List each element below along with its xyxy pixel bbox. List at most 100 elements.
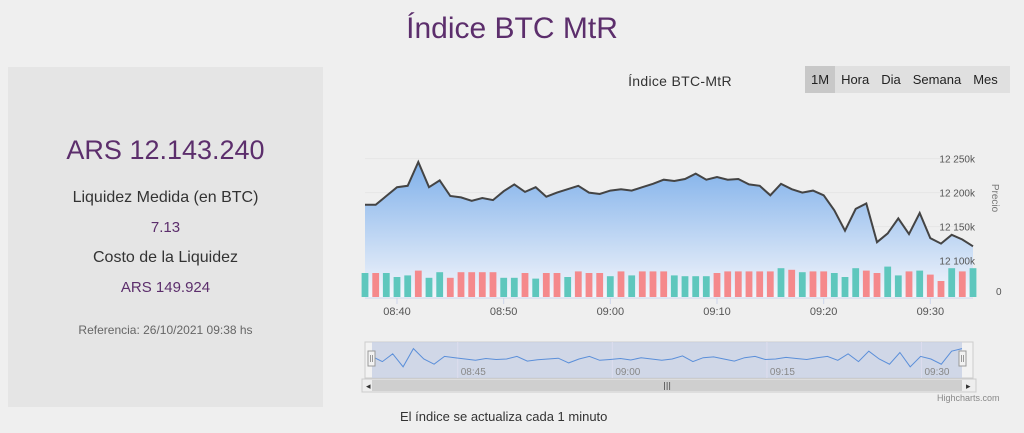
volume-bar <box>532 278 540 297</box>
x-tick-label: 09:10 <box>703 306 731 318</box>
range-button-1m[interactable]: 1M <box>805 66 836 93</box>
volume-bar <box>510 277 518 297</box>
volume-bar <box>521 273 529 297</box>
navigator[interactable]: 08:45 09:00 09:15 09:30 <box>364 341 974 379</box>
navigator-handle-right[interactable] <box>958 350 967 367</box>
volume-bar <box>852 268 860 297</box>
y-axis-title: Precio <box>989 184 1000 213</box>
navigator-tick-label: 08:45 <box>461 367 486 378</box>
volume-bar <box>382 273 390 297</box>
x-tick-label: 09:30 <box>917 306 945 318</box>
volume-bar <box>916 270 924 297</box>
chart-title: Índice BTC-MtR <box>628 73 732 89</box>
liquidity-label: Liquidez Medida (en BTC) <box>72 189 259 206</box>
y-tick-label: 12 150k <box>939 223 976 234</box>
scroll-left-arrow[interactable]: ◂ <box>366 382 371 392</box>
volume-bar <box>542 273 550 297</box>
x-tick-label: 09:20 <box>810 306 838 318</box>
volume-bar <box>606 276 614 297</box>
volume-bar <box>489 272 497 297</box>
volume-bar <box>425 277 433 297</box>
volume-bar <box>446 277 454 297</box>
range-button-semana[interactable]: Semana <box>912 72 962 87</box>
volume-bar <box>884 266 892 297</box>
volume-bar <box>660 271 668 297</box>
range-selector: 1M Hora Dia Semana Mes <box>805 66 1010 93</box>
volume-bar <box>841 277 849 297</box>
volume-bar <box>670 275 678 297</box>
volume-bar <box>692 276 700 297</box>
navigator-scrollbar[interactable]: ◂ ▸ ||| <box>361 378 977 393</box>
x-tick-label: 09:00 <box>597 306 625 318</box>
volume-bar <box>436 272 444 297</box>
volume-bar <box>457 272 465 297</box>
index-value: ARS 12.143.240 <box>66 135 265 165</box>
volume-bar <box>414 270 422 297</box>
volume-bar <box>820 271 828 297</box>
summary-panel: ARS 12.143.240 Liquidez Medida (en BTC) … <box>8 67 323 407</box>
cost-label: Costo de la Liquidez <box>93 249 238 266</box>
volume-bar <box>926 274 934 297</box>
volume-bar <box>393 277 401 297</box>
cost-value: ARS 149.924 <box>120 279 211 296</box>
volume-axis-label: 0 <box>996 287 1002 298</box>
volume-bar <box>809 271 817 297</box>
y-tick-label: 12 100k <box>939 257 976 268</box>
volume-bar <box>468 272 476 297</box>
volume-bar <box>564 277 572 297</box>
volume-bar <box>585 273 593 297</box>
price-line <box>365 159 974 248</box>
volume-bar <box>649 271 657 297</box>
volume-bar <box>862 270 870 297</box>
volume-bar <box>724 271 732 297</box>
price-chart: 12 250k 12 200k 12 150k 12 100k Precio 0 08… <box>361 155 1002 393</box>
volume-bar <box>745 271 753 297</box>
volume-bar <box>873 273 881 297</box>
navigator-series <box>371 347 963 368</box>
volume-bar <box>574 271 582 297</box>
scroll-grip[interactable]: ||| <box>663 381 671 390</box>
navigator-tick-label: 09:15 <box>770 367 795 378</box>
y-tick-label: 12 250k <box>939 155 976 166</box>
volume-bar <box>948 268 956 297</box>
volume-bar <box>681 276 689 297</box>
volume-bar <box>756 271 764 297</box>
range-button-hora[interactable]: Hora <box>841 72 870 87</box>
scroll-right-arrow[interactable]: ▸ <box>966 382 971 392</box>
volume-bar <box>830 273 838 297</box>
volume-bar <box>766 271 774 297</box>
volume-bar <box>894 275 902 297</box>
volume-bar <box>958 271 966 297</box>
range-button-mes[interactable]: Mes <box>973 72 998 87</box>
navigator-handle-left[interactable] <box>367 350 376 367</box>
volume-bar <box>596 273 604 297</box>
volume-bar <box>617 271 625 297</box>
volume-bar <box>905 271 913 297</box>
volume-bar <box>404 275 412 297</box>
volume-bar <box>478 272 486 297</box>
volume-bar <box>788 269 796 297</box>
volume-bar <box>628 275 636 297</box>
volume-bar <box>361 273 369 297</box>
page-title: Índice BTC MtR <box>406 12 618 45</box>
volume-bar <box>553 273 561 297</box>
navigator-tick-label: 09:00 <box>615 367 640 378</box>
navigator-tick-label: 09:30 <box>924 367 949 378</box>
price-area <box>365 162 973 298</box>
x-tick-label: 08:50 <box>490 306 518 318</box>
y-tick-label: 12 200k <box>939 189 976 200</box>
volume-bar <box>702 276 710 297</box>
volume-bar <box>638 271 646 297</box>
highcharts-credit[interactable]: Highcharts.com <box>937 393 1000 403</box>
x-tick-label: 08:40 <box>383 306 411 318</box>
volume-bar <box>798 272 806 297</box>
reference-timestamp: Referencia: 26/10/2021 09:38 hs <box>78 323 253 337</box>
update-note: El índice se actualiza cada 1 minuto <box>400 409 608 424</box>
range-button-dia[interactable]: Dia <box>881 72 901 87</box>
volume-bar <box>713 273 721 297</box>
volume-bar <box>937 281 945 297</box>
volume-bar <box>777 268 785 297</box>
liquidity-value: 7.13 <box>150 219 181 236</box>
volume-bar <box>372 273 380 297</box>
volume-bar <box>500 277 508 297</box>
